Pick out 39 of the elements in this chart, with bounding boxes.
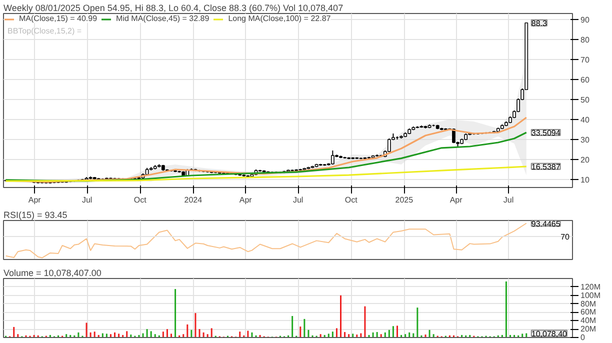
- x-tick-label: Jul: [503, 196, 514, 204]
- annotation: BBTop(Close,15,2) =: [8, 26, 82, 36]
- x-tick-label: Oct: [134, 196, 148, 204]
- legend-label: Long MA(Close,100) = 22.87: [228, 14, 331, 23]
- annotation: 10,078,40: [531, 329, 568, 338]
- x-tick-label: Oct: [344, 196, 358, 204]
- y-tick-label: 100M: [580, 290, 601, 300]
- annotation: 88.3: [531, 18, 548, 28]
- x-tick-label: Jul: [82, 196, 92, 204]
- x-tick-label: 2025: [395, 196, 414, 204]
- y-tick-label: 80M: [580, 299, 596, 308]
- y-tick-label: 60: [580, 76, 590, 84]
- x-tick-label: Apr: [28, 196, 42, 204]
- y-tick-label: 20: [580, 156, 590, 164]
- annotation: 16.5387: [531, 162, 561, 172]
- y-tick-label: 120M: [580, 282, 601, 292]
- chart-title: Weekly 08/01/2025 Open 54.95, Hi 88.3, Lo 60.4, Close 88.3 (60.7%) Vol 10,078,407: [4, 3, 344, 13]
- y-tick-label: 50: [580, 96, 590, 104]
- annotation: 93.4465: [531, 219, 561, 228]
- y-tick-label: 30: [580, 136, 590, 144]
- y-tick-label: 90: [580, 16, 590, 24]
- chart-title: RSI(15) = 93.45: [4, 210, 68, 220]
- y-tick-label: 80: [580, 36, 590, 44]
- annotation: 70: [560, 232, 570, 242]
- chart-title: Volume = 10,078,407.00: [4, 268, 102, 278]
- x-tick-label: 2024: [184, 196, 203, 204]
- legend-label: MA(Close,15) = 40.99: [19, 14, 98, 23]
- y-tick-label: 40M: [580, 316, 596, 326]
- y-tick-label: 40: [580, 116, 590, 124]
- y-tick-label: 10: [580, 176, 590, 184]
- x-tick-label: Apr: [450, 196, 463, 204]
- legend-label: Mid MA(Close,45) = 32.89: [116, 14, 210, 23]
- x-tick-label: Apr: [239, 196, 252, 204]
- y-tick-label: 20M: [580, 324, 596, 334]
- annotation: 33.5094: [531, 128, 561, 138]
- x-tick-label: Jul: [292, 196, 304, 204]
- y-tick-label: 70: [580, 56, 590, 64]
- y-tick-label: 60M: [580, 308, 596, 317]
- y-tick-label: 0: [580, 333, 586, 342]
